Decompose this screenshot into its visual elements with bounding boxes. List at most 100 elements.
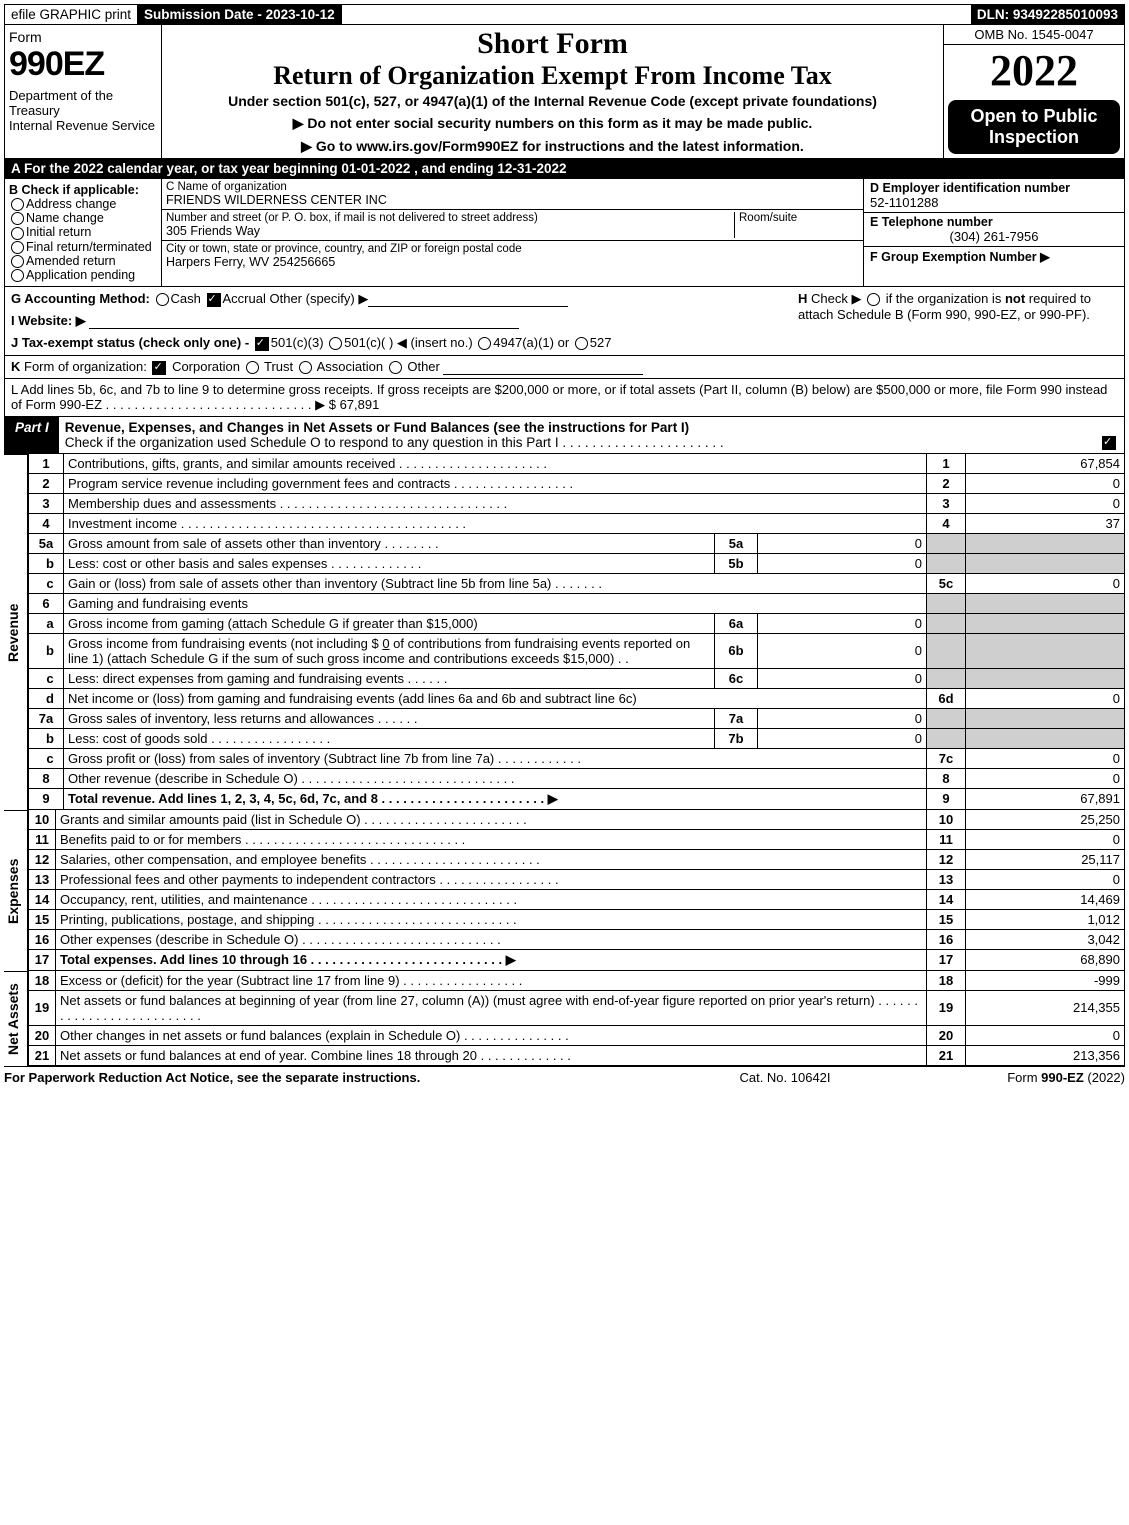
netassets-vlabel: Net Assets — [4, 971, 28, 1066]
part1-chk-o[interactable] — [1094, 417, 1124, 453]
line-6d: dNet income or (loss) from gaming and fu… — [29, 688, 1125, 708]
room-label: Room/suite — [739, 212, 859, 224]
line-16: 16Other expenses (describe in Schedule O… — [29, 929, 1125, 949]
k-form-org: K Form of organization: Corporation Trus… — [4, 356, 1125, 379]
chk-4947[interactable] — [478, 337, 491, 350]
chk-final-return[interactable]: Final return/terminated — [9, 240, 157, 254]
expenses-section: Expenses 10Grants and similar amounts pa… — [4, 810, 1125, 971]
h-schedule-b: H Check ▶ if the organization is not req… — [798, 291, 1118, 351]
f-group-label: F Group Exemption Number ▶ — [870, 250, 1050, 264]
revenue-table: 1Contributions, gifts, grants, and simil… — [28, 454, 1125, 810]
street-label: Number and street (or P. O. box, if mail… — [166, 212, 734, 224]
line-7b: bLess: cost of goods sold . . . . . . . … — [29, 728, 1125, 748]
line-9: 9Total revenue. Add lines 1, 2, 3, 4, 5c… — [29, 788, 1125, 809]
b-header: B Check if applicable: — [9, 183, 157, 197]
e-phone-value: (304) 261-7956 — [870, 229, 1118, 244]
no-ssn-notice: ▶ Do not enter social security numbers o… — [168, 115, 937, 132]
line-12: 12Salaries, other compensation, and empl… — [29, 849, 1125, 869]
chk-address-change[interactable]: Address change — [9, 197, 157, 211]
line-5b: bLess: cost or other basis and sales exp… — [29, 553, 1125, 573]
open-to-public: Open to Public Inspection — [948, 100, 1120, 154]
line-10: 10Grants and similar amounts paid (list … — [29, 810, 1125, 830]
expenses-table: 10Grants and similar amounts paid (list … — [28, 810, 1125, 971]
line-3: 3Membership dues and assessments . . . .… — [29, 493, 1125, 513]
tax-year: 2022 — [944, 45, 1124, 98]
efile-bar: efile GRAPHIC print Submission Date - 20… — [4, 4, 1125, 25]
line-20: 20Other changes in net assets or fund ba… — [29, 1025, 1125, 1045]
line-21: 21Net assets or fund balances at end of … — [29, 1045, 1125, 1065]
org-street: 305 Friends Way — [166, 224, 734, 238]
line-2: 2Program service revenue including gover… — [29, 473, 1125, 493]
dln-label: DLN: 93492285010093 — [971, 5, 1124, 24]
submission-date: Submission Date - 2023-10-12 — [138, 5, 342, 24]
cat-no: Cat. No. 10642I — [685, 1070, 885, 1085]
section-b-checkboxes: B Check if applicable: Address change Na… — [5, 179, 162, 286]
chk-corporation[interactable] — [152, 361, 166, 375]
chk-501c3[interactable] — [255, 337, 269, 351]
chk-amended-return[interactable]: Amended return — [9, 254, 157, 268]
line-19: 19Net assets or fund balances at beginni… — [29, 990, 1125, 1025]
l-gross-receipts: L Add lines 5b, 6c, and 7b to line 9 to … — [4, 379, 1125, 417]
under-section: Under section 501(c), 527, or 4947(a)(1)… — [168, 93, 937, 109]
line-5c: cGain or (loss) from sale of assets othe… — [29, 573, 1125, 593]
website-input[interactable] — [89, 314, 519, 329]
line-5a: 5aGross amount from sale of assets other… — [29, 533, 1125, 553]
chk-association[interactable] — [299, 361, 312, 374]
form-id-block: Form 990EZ Department of the Treasury In… — [5, 25, 162, 158]
revenue-section: Revenue 1Contributions, gifts, grants, a… — [4, 454, 1125, 810]
goto-link[interactable]: ▶ Go to www.irs.gov/Form990EZ for instru… — [168, 138, 937, 155]
line-13: 13Professional fees and other payments t… — [29, 869, 1125, 889]
page-footer: For Paperwork Reduction Act Notice, see … — [4, 1066, 1125, 1085]
other-specify-input[interactable] — [368, 292, 568, 307]
netassets-table: 18Excess or (deficit) for the year (Subt… — [28, 971, 1125, 1066]
chk-not-sched-b[interactable] — [867, 293, 880, 306]
omb-number: OMB No. 1545-0047 — [944, 25, 1124, 45]
part1-check-line: Check if the organization used Schedule … — [65, 435, 724, 450]
paperwork-notice: For Paperwork Reduction Act Notice, see … — [4, 1070, 685, 1085]
efile-print-label[interactable]: efile GRAPHIC print — [5, 5, 138, 24]
short-form-label: Short Form — [168, 27, 937, 61]
g-i-j-block: G Accounting Method: Cash Accrual Other … — [11, 291, 798, 351]
chk-cash[interactable] — [156, 293, 169, 306]
c-name-label: C Name of organization — [166, 181, 859, 193]
chk-501c[interactable] — [329, 337, 342, 350]
header-title-block: Short Form Return of Organization Exempt… — [162, 25, 943, 158]
d-ein-label: D Employer identification number — [870, 181, 1118, 195]
line-14: 14Occupancy, rent, utilities, and mainte… — [29, 889, 1125, 909]
line-7a: 7aGross sales of inventory, less returns… — [29, 708, 1125, 728]
line-6a: aGross income from gaming (attach Schedu… — [29, 613, 1125, 633]
form-title: Return of Organization Exempt From Incom… — [168, 61, 937, 91]
line-6b: bGross income from fundraising events (n… — [29, 633, 1125, 668]
line-7c: cGross profit or (loss) from sales of in… — [29, 748, 1125, 768]
part1-tag: Part I — [5, 417, 59, 453]
part1-title: Revenue, Expenses, and Changes in Net As… — [59, 417, 1094, 453]
form-word: Form — [9, 29, 157, 45]
line-1: 1Contributions, gifts, grants, and simil… — [29, 454, 1125, 474]
chk-trust[interactable] — [246, 361, 259, 374]
gh-row: G Accounting Method: Cash Accrual Other … — [4, 287, 1125, 356]
i-website: I Website: ▶ — [11, 313, 798, 329]
expenses-vlabel: Expenses — [4, 810, 28, 971]
section-a-year: A For the 2022 calendar year, or tax yea… — [4, 159, 1125, 179]
identity-grid: B Check if applicable: Address change Na… — [4, 179, 1125, 287]
department-label: Department of the Treasury Internal Reve… — [9, 88, 157, 133]
other-org-input[interactable] — [443, 360, 643, 375]
chk-initial-return[interactable]: Initial return — [9, 225, 157, 239]
chk-other-org[interactable] — [389, 361, 402, 374]
org-name: FRIENDS WILDERNESS CENTER INC — [166, 193, 859, 207]
chk-name-change[interactable]: Name change — [9, 211, 157, 225]
section-c-org: C Name of organization FRIENDS WILDERNES… — [162, 179, 864, 286]
city-label: City or town, state or province, country… — [166, 243, 859, 255]
header-right-block: OMB No. 1545-0047 2022 Open to Public In… — [943, 25, 1124, 158]
revenue-vlabel: Revenue — [4, 454, 28, 810]
netassets-section: Net Assets 18Excess or (deficit) for the… — [4, 971, 1125, 1066]
line-18: 18Excess or (deficit) for the year (Subt… — [29, 971, 1125, 991]
part1-header: Part I Revenue, Expenses, and Changes in… — [4, 417, 1125, 454]
line-6: 6Gaming and fundraising events — [29, 593, 1125, 613]
chk-application-pending[interactable]: Application pending — [9, 268, 157, 282]
line-15: 15Printing, publications, postage, and s… — [29, 909, 1125, 929]
line-4: 4Investment income . . . . . . . . . . .… — [29, 513, 1125, 533]
chk-527[interactable] — [575, 337, 588, 350]
chk-accrual[interactable] — [207, 293, 221, 307]
j-tax-exempt: J Tax-exempt status (check only one) - 5… — [11, 335, 798, 351]
